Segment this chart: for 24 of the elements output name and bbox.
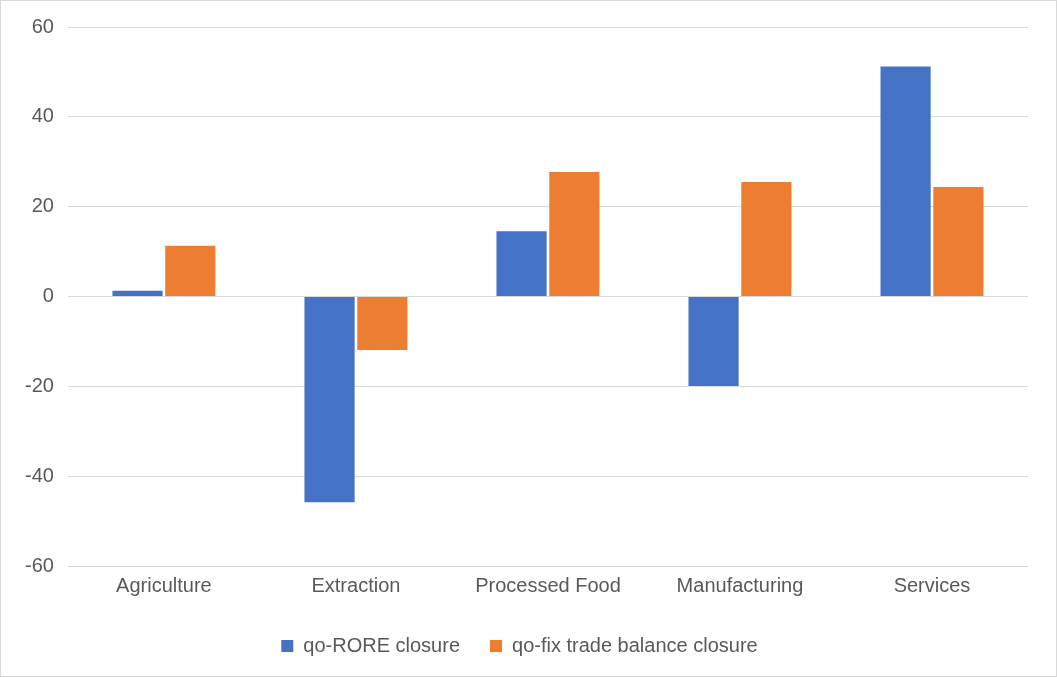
y-tick-label: 40	[31, 104, 54, 127]
y-tick-label: 20	[31, 194, 54, 217]
bar	[880, 66, 931, 296]
x-tick-label: Manufacturing	[676, 573, 804, 596]
x-tick-label: Agriculture	[116, 573, 212, 596]
bar	[496, 231, 547, 296]
x-tick-label: Processed Food	[475, 573, 621, 596]
x-tick-label: Services	[893, 573, 971, 596]
legend-label: qo-RORE closure	[303, 633, 461, 656]
y-tick-label: 60	[31, 14, 54, 37]
y-tick-label: -60	[25, 553, 54, 576]
x-tick-label: Extraction	[311, 573, 401, 596]
legend-label: qo-fix trade balance closure	[512, 633, 758, 656]
y-tick-label: 0	[42, 284, 54, 307]
bar	[741, 181, 792, 296]
bar	[549, 172, 600, 296]
bar	[304, 297, 355, 503]
y-tick-label: -20	[25, 373, 54, 396]
bar	[933, 186, 984, 296]
bar	[357, 297, 408, 350]
bar	[688, 297, 739, 386]
y-tick-label: -40	[25, 463, 54, 486]
bar	[165, 245, 216, 296]
bar	[112, 290, 163, 296]
